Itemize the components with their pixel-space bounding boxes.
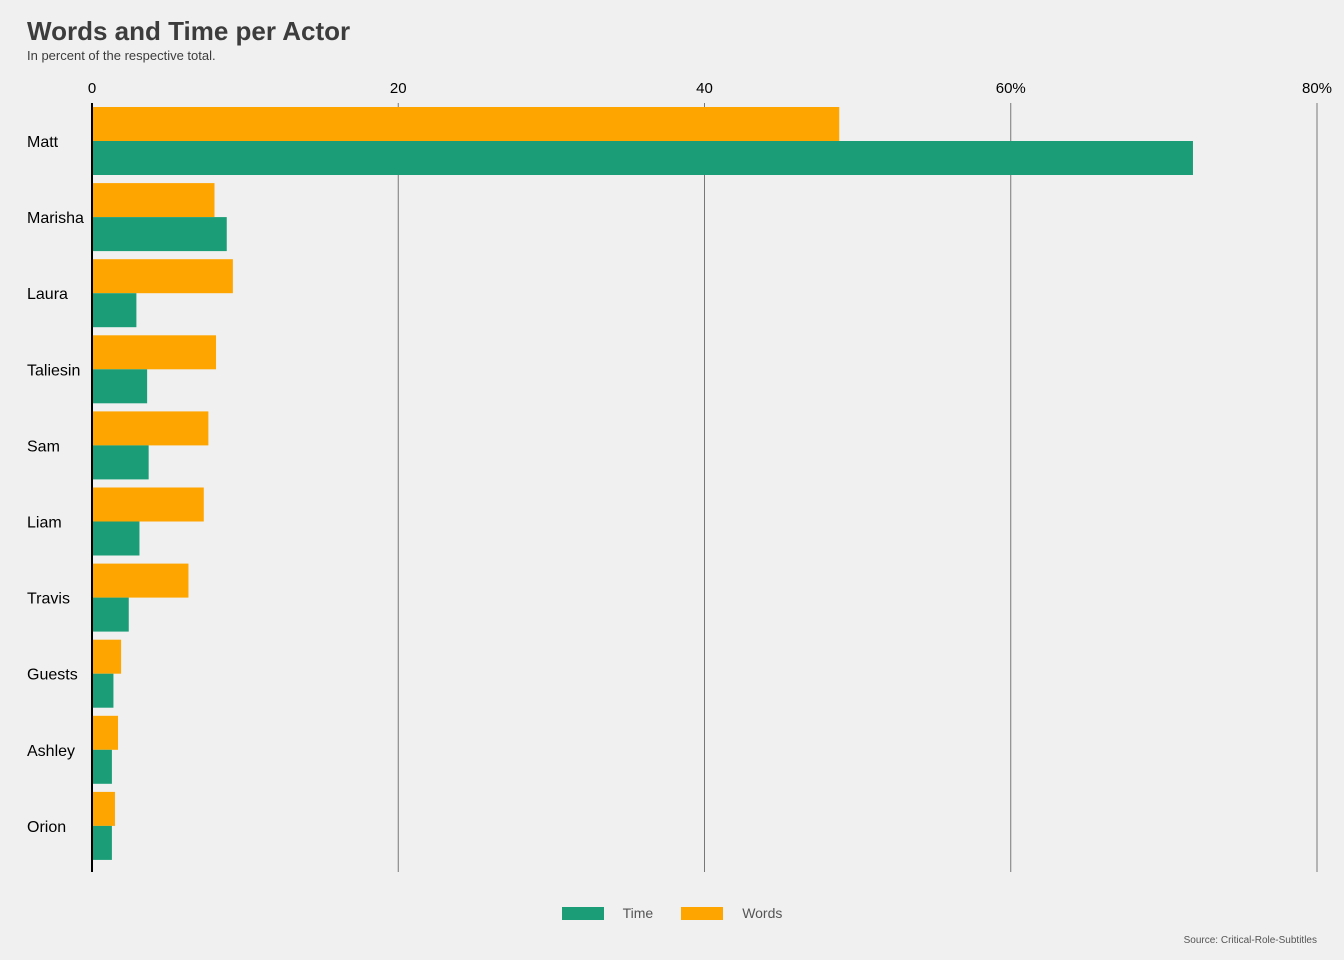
bar-time-taliesin: [92, 369, 148, 404]
category-label-taliesin: Taliesin: [27, 362, 80, 379]
legend-item-time: Time: [561, 905, 654, 921]
category-label-orion: Orion: [27, 819, 66, 836]
bar-time-liam: [92, 521, 140, 556]
bar-words-orion: [92, 791, 115, 826]
bar-time-marisha: [92, 217, 227, 252]
bar-words-taliesin: [92, 335, 217, 370]
legend-label-words: Words: [742, 905, 783, 921]
bar-words-travis: [92, 563, 189, 598]
bar-time-guests: [92, 673, 114, 708]
category-label-laura: Laura: [27, 286, 68, 303]
bar-time-travis: [92, 597, 129, 632]
category-label-travis: Travis: [27, 591, 70, 608]
x-tick-label-80: 80%: [1302, 80, 1332, 97]
bar-words-laura: [92, 259, 233, 294]
category-label-ashley: Ashley: [27, 743, 75, 760]
bar-words-guests: [92, 639, 122, 674]
legend-label-time: Time: [622, 905, 654, 921]
x-tick-label-40: 40: [696, 80, 713, 97]
category-label-guests: Guests: [27, 667, 78, 684]
bar-time-matt: [92, 141, 1193, 175]
bar-words-matt: [92, 107, 840, 141]
bar-words-ashley: [92, 715, 119, 750]
category-label-sam: Sam: [27, 438, 60, 455]
chart-title: Words and Time per Actor: [27, 16, 351, 46]
legend-swatch-words: [681, 906, 724, 920]
category-label-liam: Liam: [27, 515, 62, 532]
chart-subtitle: In percent of the respective total.: [27, 48, 216, 63]
legend-item-words: Words: [681, 905, 782, 921]
bar-time-laura: [92, 293, 137, 328]
bar-words-marisha: [92, 183, 215, 218]
category-label-matt: Matt: [27, 134, 59, 151]
legend-swatch-time: [561, 906, 604, 920]
bar-time-sam: [92, 445, 149, 480]
x-tick-label-0: 0: [88, 80, 96, 97]
category-label-marisha: Marisha: [27, 210, 84, 227]
bar-time-ashley: [92, 749, 112, 784]
source-note: Source: Critical-Role-Subtitles: [1183, 935, 1317, 946]
bar-words-sam: [92, 411, 209, 446]
x-tick-label-60: 60%: [996, 80, 1026, 97]
legend: Time Words: [0, 905, 1344, 921]
bar-time-orion: [92, 825, 112, 860]
bar-words-liam: [92, 487, 204, 522]
x-tick-label-20: 20: [390, 80, 407, 97]
